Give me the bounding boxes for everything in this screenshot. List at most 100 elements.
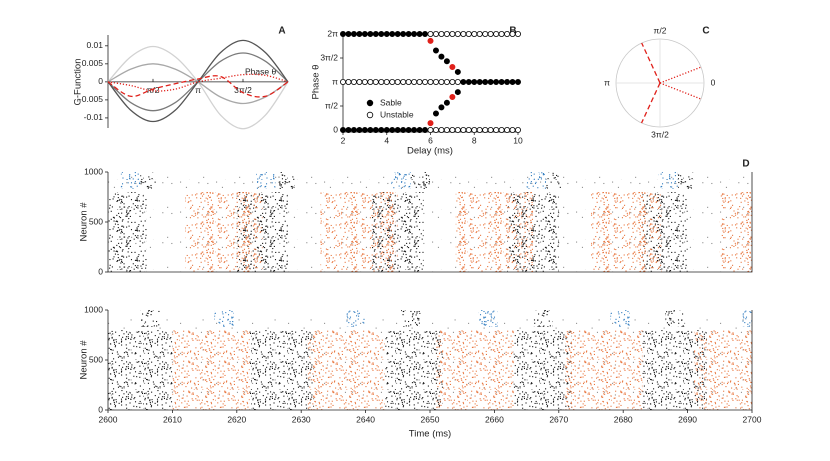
- phase-point: [515, 127, 522, 134]
- phase-point: [443, 31, 450, 38]
- phase-point: [449, 127, 456, 134]
- phase-point: [378, 127, 385, 134]
- phase-point: [422, 127, 429, 134]
- phase-point: [509, 31, 516, 38]
- x-tick-label: π/2: [147, 85, 160, 95]
- y-tick-label: 1000: [84, 166, 103, 176]
- legend-marker: [366, 99, 374, 107]
- x-tick-label: 2620: [227, 414, 246, 424]
- x-tick-label: 8: [472, 135, 477, 145]
- spike-burst: [591, 192, 662, 272]
- phase-point: [476, 31, 483, 38]
- spike-burst: [455, 192, 534, 272]
- phase-point: [460, 127, 467, 134]
- phase-point: [367, 127, 374, 134]
- panel-label: D: [742, 159, 749, 170]
- phase-point: [372, 78, 379, 85]
- phase-point: [471, 127, 478, 134]
- phase-point: [509, 127, 516, 134]
- annotation: Phase θ: [245, 66, 276, 76]
- phase-point: [487, 78, 494, 85]
- phase-point: [493, 31, 500, 38]
- phase-point: [454, 68, 461, 75]
- phase-point: [449, 64, 456, 71]
- phase-point: [411, 31, 418, 38]
- spike-burst: [384, 330, 443, 410]
- phase-point: [405, 127, 412, 134]
- phase-point: [378, 78, 385, 85]
- x-tick-label: 2: [341, 135, 346, 145]
- spike-burst: [513, 330, 572, 410]
- x-tick-label: 3π/2: [234, 85, 252, 95]
- phase-point: [427, 120, 434, 127]
- y-tick-label: 0.005: [82, 58, 104, 68]
- spike-burst: [249, 330, 315, 410]
- y-tick-label: 0: [98, 266, 103, 276]
- x-tick-label: 2700: [743, 414, 762, 424]
- spike-burst: [120, 172, 141, 189]
- phase-point: [372, 31, 379, 38]
- phase-point: [389, 31, 396, 38]
- spike-burst: [694, 330, 752, 410]
- phase-point: [443, 58, 450, 65]
- spike-burst: [307, 330, 385, 410]
- spike-burst: [677, 172, 695, 189]
- phase-point: [438, 78, 445, 85]
- phase-point: [422, 78, 429, 85]
- phase-point: [515, 78, 522, 85]
- phase-point: [367, 31, 374, 38]
- phase-line: [659, 82, 702, 100]
- legend-label: Sable: [380, 97, 402, 107]
- phase-point: [427, 31, 434, 38]
- spike-burst: [526, 172, 546, 189]
- phase-point: [487, 127, 494, 134]
- x-tick-label: 2640: [356, 414, 375, 424]
- spike-burst: [436, 330, 514, 410]
- phase-point: [339, 78, 346, 85]
- phase-point: [438, 127, 445, 134]
- phase-line: [659, 66, 702, 84]
- angle-label: π/2: [654, 25, 667, 35]
- y-tick-label: 1000: [84, 304, 103, 314]
- x-tick-label: π: [195, 85, 201, 95]
- phase-point: [427, 127, 434, 134]
- phase-point: [454, 89, 461, 96]
- phase-point: [465, 127, 472, 134]
- phase-point: [465, 31, 472, 38]
- phase-point: [465, 78, 472, 85]
- phase-point: [350, 127, 357, 134]
- y-tick-label: 500: [89, 216, 103, 226]
- spike-burst: [214, 310, 234, 327]
- panel-label: A: [278, 26, 285, 37]
- phase-point: [416, 127, 423, 134]
- phase-point: [476, 78, 483, 85]
- phase-point: [339, 127, 346, 134]
- phase-point: [361, 31, 368, 38]
- phase-point: [378, 31, 385, 38]
- y-tick-label: 500: [89, 354, 103, 364]
- spike-burst: [410, 172, 430, 189]
- spike-burst: [545, 172, 563, 189]
- phase-point: [438, 104, 445, 111]
- phase-point: [345, 78, 352, 85]
- phase-point: [383, 127, 390, 134]
- x-tick-label: 2600: [99, 414, 118, 424]
- phase-point: [449, 78, 456, 85]
- phase-line: [640, 82, 661, 124]
- phase-point: [471, 31, 478, 38]
- phase-point: [498, 31, 505, 38]
- y-axis-label: Phase θ: [311, 65, 322, 100]
- x-tick-label: 2670: [549, 414, 568, 424]
- x-tick-label: 2610: [163, 414, 182, 424]
- spike-burst: [401, 310, 421, 327]
- x-axis-label: Time (ms): [409, 429, 451, 440]
- spike-burst: [665, 310, 685, 327]
- phase-point: [454, 127, 461, 134]
- phase-point: [411, 127, 418, 134]
- phase-point: [454, 78, 461, 85]
- phase-point: [487, 31, 494, 38]
- phase-point: [361, 78, 368, 85]
- angle-label: π: [604, 77, 610, 87]
- spike-burst: [140, 310, 160, 327]
- phase-point: [432, 110, 439, 117]
